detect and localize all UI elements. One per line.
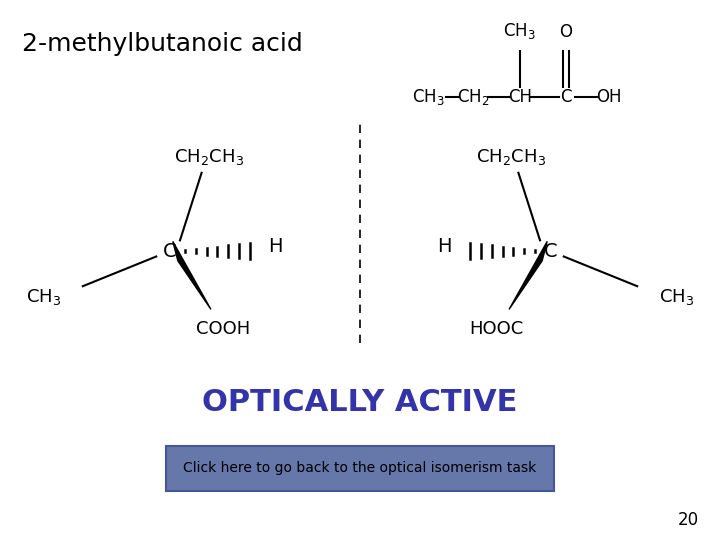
Text: C: C <box>560 88 572 106</box>
Polygon shape <box>173 241 211 309</box>
Text: C: C <box>163 241 176 261</box>
Text: OH: OH <box>595 88 621 106</box>
Text: COOH: COOH <box>196 320 251 339</box>
Text: O: O <box>559 23 572 40</box>
Text: CH$_3$: CH$_3$ <box>503 21 536 40</box>
Text: H: H <box>437 237 451 256</box>
Polygon shape <box>509 241 547 309</box>
Text: CH$_3$: CH$_3$ <box>660 287 694 307</box>
Text: Click here to go back to the optical isomerism task: Click here to go back to the optical iso… <box>184 462 536 475</box>
Text: 20: 20 <box>678 511 698 529</box>
Text: C: C <box>544 241 557 261</box>
Text: HOOC: HOOC <box>469 320 524 339</box>
Text: H: H <box>269 237 283 256</box>
Text: CH$_2$CH$_3$: CH$_2$CH$_3$ <box>174 146 244 167</box>
Text: CH: CH <box>508 88 532 106</box>
Text: CH$_3$: CH$_3$ <box>412 87 445 107</box>
Bar <box>166 446 554 491</box>
Text: 2-methylbutanoic acid: 2-methylbutanoic acid <box>22 32 302 56</box>
Text: CH$_3$: CH$_3$ <box>26 287 60 307</box>
Text: OPTICALLY ACTIVE: OPTICALLY ACTIVE <box>202 388 518 417</box>
Text: CH$_2$CH$_3$: CH$_2$CH$_3$ <box>476 146 546 167</box>
Text: CH$_2$: CH$_2$ <box>457 87 490 107</box>
